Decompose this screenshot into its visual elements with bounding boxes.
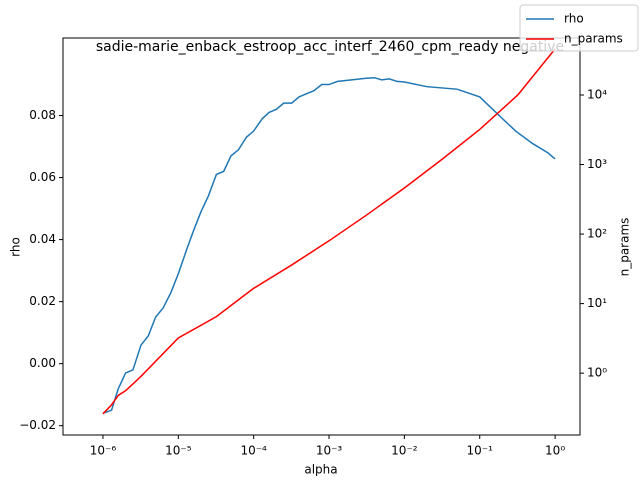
line-rho: [102, 76, 556, 414]
x-tick-label: 10⁻²: [391, 444, 418, 458]
x-axis-label: alpha: [304, 463, 337, 477]
y-tick-label: 0.04: [29, 232, 56, 246]
y-tick-label: 0.00: [29, 356, 56, 370]
y-tick-label: 0.08: [29, 108, 56, 122]
x-tick-label: 10⁻⁵: [165, 444, 192, 458]
y2-tick-label: 10²: [587, 227, 607, 241]
x-tick-label: 10⁻⁴: [240, 444, 267, 458]
legend: rho n_params: [519, 4, 639, 52]
chart-title: sadie-marie_enback_estroop_acc_interf_24…: [96, 39, 564, 55]
legend-label: rho: [564, 12, 584, 26]
axes-frame: [62, 37, 581, 436]
y2-tick-label: 10⁴: [587, 87, 607, 101]
x-tick-label: 10⁰: [545, 444, 565, 458]
y-tick-label: 0.06: [29, 170, 56, 184]
y2-axis-label: n_params: [618, 218, 632, 277]
y-tick-label: −0.02: [19, 418, 56, 432]
y-tick-label: 0.02: [29, 294, 56, 308]
y-axis-label: rho: [9, 237, 23, 257]
x-tick-label: 10⁻⁶: [90, 444, 117, 458]
y2-tick-label: 10⁰: [587, 366, 607, 380]
y2-tick-label: 10³: [587, 157, 607, 171]
plot-area: [102, 48, 556, 415]
y2-tick-label: 10¹: [587, 296, 607, 310]
x-tick-label: 10⁻¹: [467, 444, 494, 458]
line-n-params: [102, 48, 556, 415]
legend-label: n_params: [564, 32, 623, 46]
x-tick-label: 10⁻³: [316, 444, 343, 458]
